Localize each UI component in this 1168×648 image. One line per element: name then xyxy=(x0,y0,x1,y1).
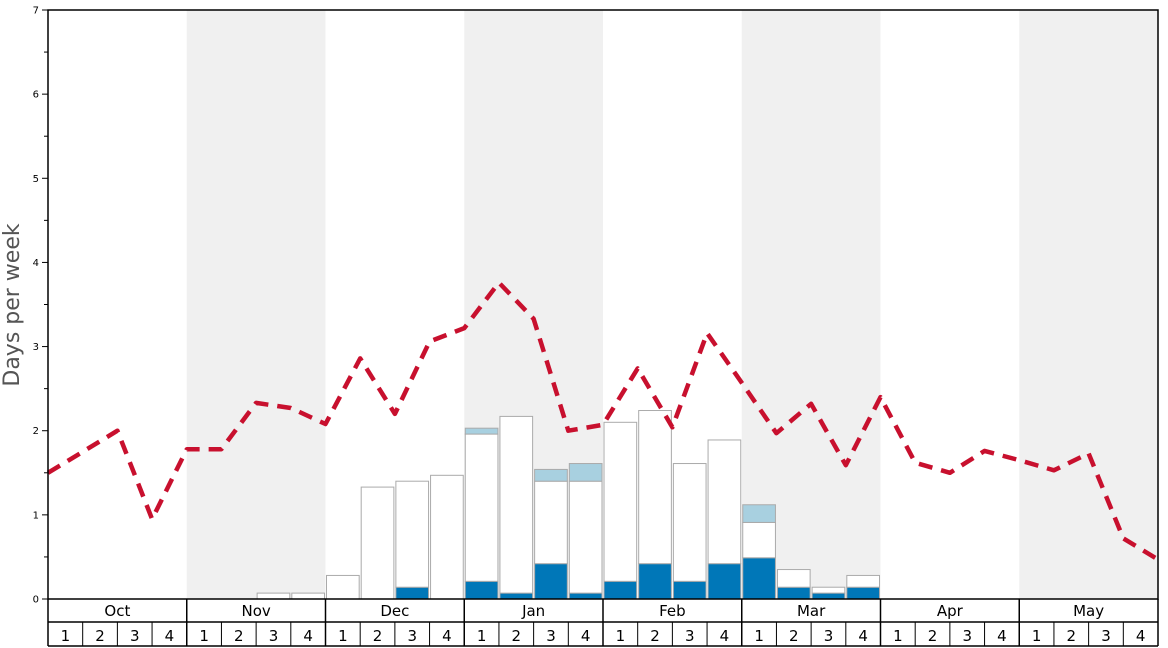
bar-light-15 xyxy=(568,463,603,482)
bar-white-22 xyxy=(811,586,846,594)
week-label: 3 xyxy=(685,627,695,645)
week-label: 1 xyxy=(616,627,626,645)
bar-dark-17 xyxy=(638,563,672,600)
week-label: 1 xyxy=(893,627,903,645)
bar-light-12 xyxy=(464,427,499,435)
week-label: 3 xyxy=(269,627,279,645)
bar-dark-21 xyxy=(776,586,811,600)
week-label: 3 xyxy=(962,627,972,645)
week-label: 3 xyxy=(407,627,417,645)
bar-white-8 xyxy=(326,574,360,600)
shade-mar xyxy=(741,10,881,599)
bar-white-7 xyxy=(291,592,325,600)
bar-white-18 xyxy=(672,463,707,582)
bar-light-14 xyxy=(534,468,568,482)
bar-white-20 xyxy=(742,521,776,559)
week-label: 1 xyxy=(199,627,209,645)
bar-dark-14 xyxy=(534,563,568,600)
week-label: 4 xyxy=(581,627,591,645)
week-label: 4 xyxy=(303,627,313,645)
week-label: 2 xyxy=(789,627,799,645)
bar-dark-12 xyxy=(464,580,499,600)
month-label-may: May xyxy=(1073,602,1104,620)
y-tick-label: 4 xyxy=(33,258,39,269)
week-label: 2 xyxy=(512,627,522,645)
shade-may xyxy=(1019,10,1158,599)
week-label: 1 xyxy=(1032,627,1042,645)
week-label: 3 xyxy=(130,627,140,645)
bar-dark-15 xyxy=(568,592,603,600)
month-label-oct: Oct xyxy=(104,602,130,620)
week-label: 2 xyxy=(234,627,244,645)
bars xyxy=(256,410,880,600)
y-tick-label: 5 xyxy=(33,174,39,185)
bar-dark-16 xyxy=(603,580,638,600)
bar-white-15 xyxy=(568,480,603,594)
week-label: 4 xyxy=(720,627,730,645)
week-label: 2 xyxy=(650,627,660,645)
week-label: 2 xyxy=(1067,627,1077,645)
y-tick-label: 2 xyxy=(33,426,39,437)
week-label: 1 xyxy=(61,627,71,645)
week-label: 1 xyxy=(338,627,348,645)
bar-dark-20 xyxy=(742,557,776,600)
bar-dark-22 xyxy=(811,592,846,600)
week-label: 3 xyxy=(1101,627,1111,645)
week-label: 3 xyxy=(546,627,556,645)
bar-dark-10 xyxy=(395,586,430,600)
week-label: 4 xyxy=(997,627,1007,645)
month-label-jan: Jan xyxy=(521,602,545,620)
week-label: 4 xyxy=(442,627,452,645)
week-label: 1 xyxy=(477,627,487,645)
week-label: 2 xyxy=(95,627,105,645)
shade-nov xyxy=(186,10,326,599)
y-tick-label: 7 xyxy=(33,6,39,17)
month-label-nov: Nov xyxy=(241,602,270,620)
bar-dark-19 xyxy=(707,563,742,600)
bar-white-16 xyxy=(603,421,638,582)
bar-white-19 xyxy=(707,439,742,565)
bar-white-13 xyxy=(499,415,534,594)
y-axis: 0 1 2 3 4 5 6 7 xyxy=(33,6,48,606)
bar-dark-18 xyxy=(672,580,707,600)
bar-white-14 xyxy=(534,480,568,565)
week-label: 3 xyxy=(824,627,834,645)
bar-white-10 xyxy=(395,480,430,588)
x-axis: Oct 1 2 3 4 Nov 1 2 3 4 Dec 1 2 3 4 Jan 1 2 3 4 Feb 1 2 3 4 Mar 1 2… xyxy=(47,599,1159,647)
week-label: 2 xyxy=(373,627,383,645)
bar-white-17 xyxy=(638,410,672,565)
week-label: 4 xyxy=(1136,627,1146,645)
bar-dark-13 xyxy=(499,592,534,600)
y-axis-label: Days per week xyxy=(0,223,25,386)
bar-white-12 xyxy=(464,433,499,582)
month-label-dec: Dec xyxy=(380,602,409,620)
line-series-path xyxy=(46,280,1160,562)
month-label-apr: Apr xyxy=(937,602,964,620)
line-series xyxy=(46,280,1160,562)
week-label: 4 xyxy=(858,627,868,645)
week-label: 1 xyxy=(754,627,764,645)
y-tick-label: 3 xyxy=(33,342,39,353)
bar-light-20 xyxy=(742,504,776,523)
y-tick-label: 0 xyxy=(33,595,39,606)
bar-white-11 xyxy=(430,474,464,600)
month-shading xyxy=(186,10,1158,599)
month-label-mar: Mar xyxy=(797,602,826,620)
week-label: 2 xyxy=(928,627,938,645)
bar-white-9 xyxy=(360,486,395,600)
bar-white-6 xyxy=(256,592,291,600)
month-label-feb: Feb xyxy=(659,602,686,620)
bar-white-23 xyxy=(846,574,880,588)
y-tick-label: 6 xyxy=(33,90,39,101)
bar-dark-23 xyxy=(846,586,880,600)
y-tick-label: 1 xyxy=(33,510,39,521)
bar-white-21 xyxy=(776,569,811,588)
week-label: 4 xyxy=(165,627,175,645)
